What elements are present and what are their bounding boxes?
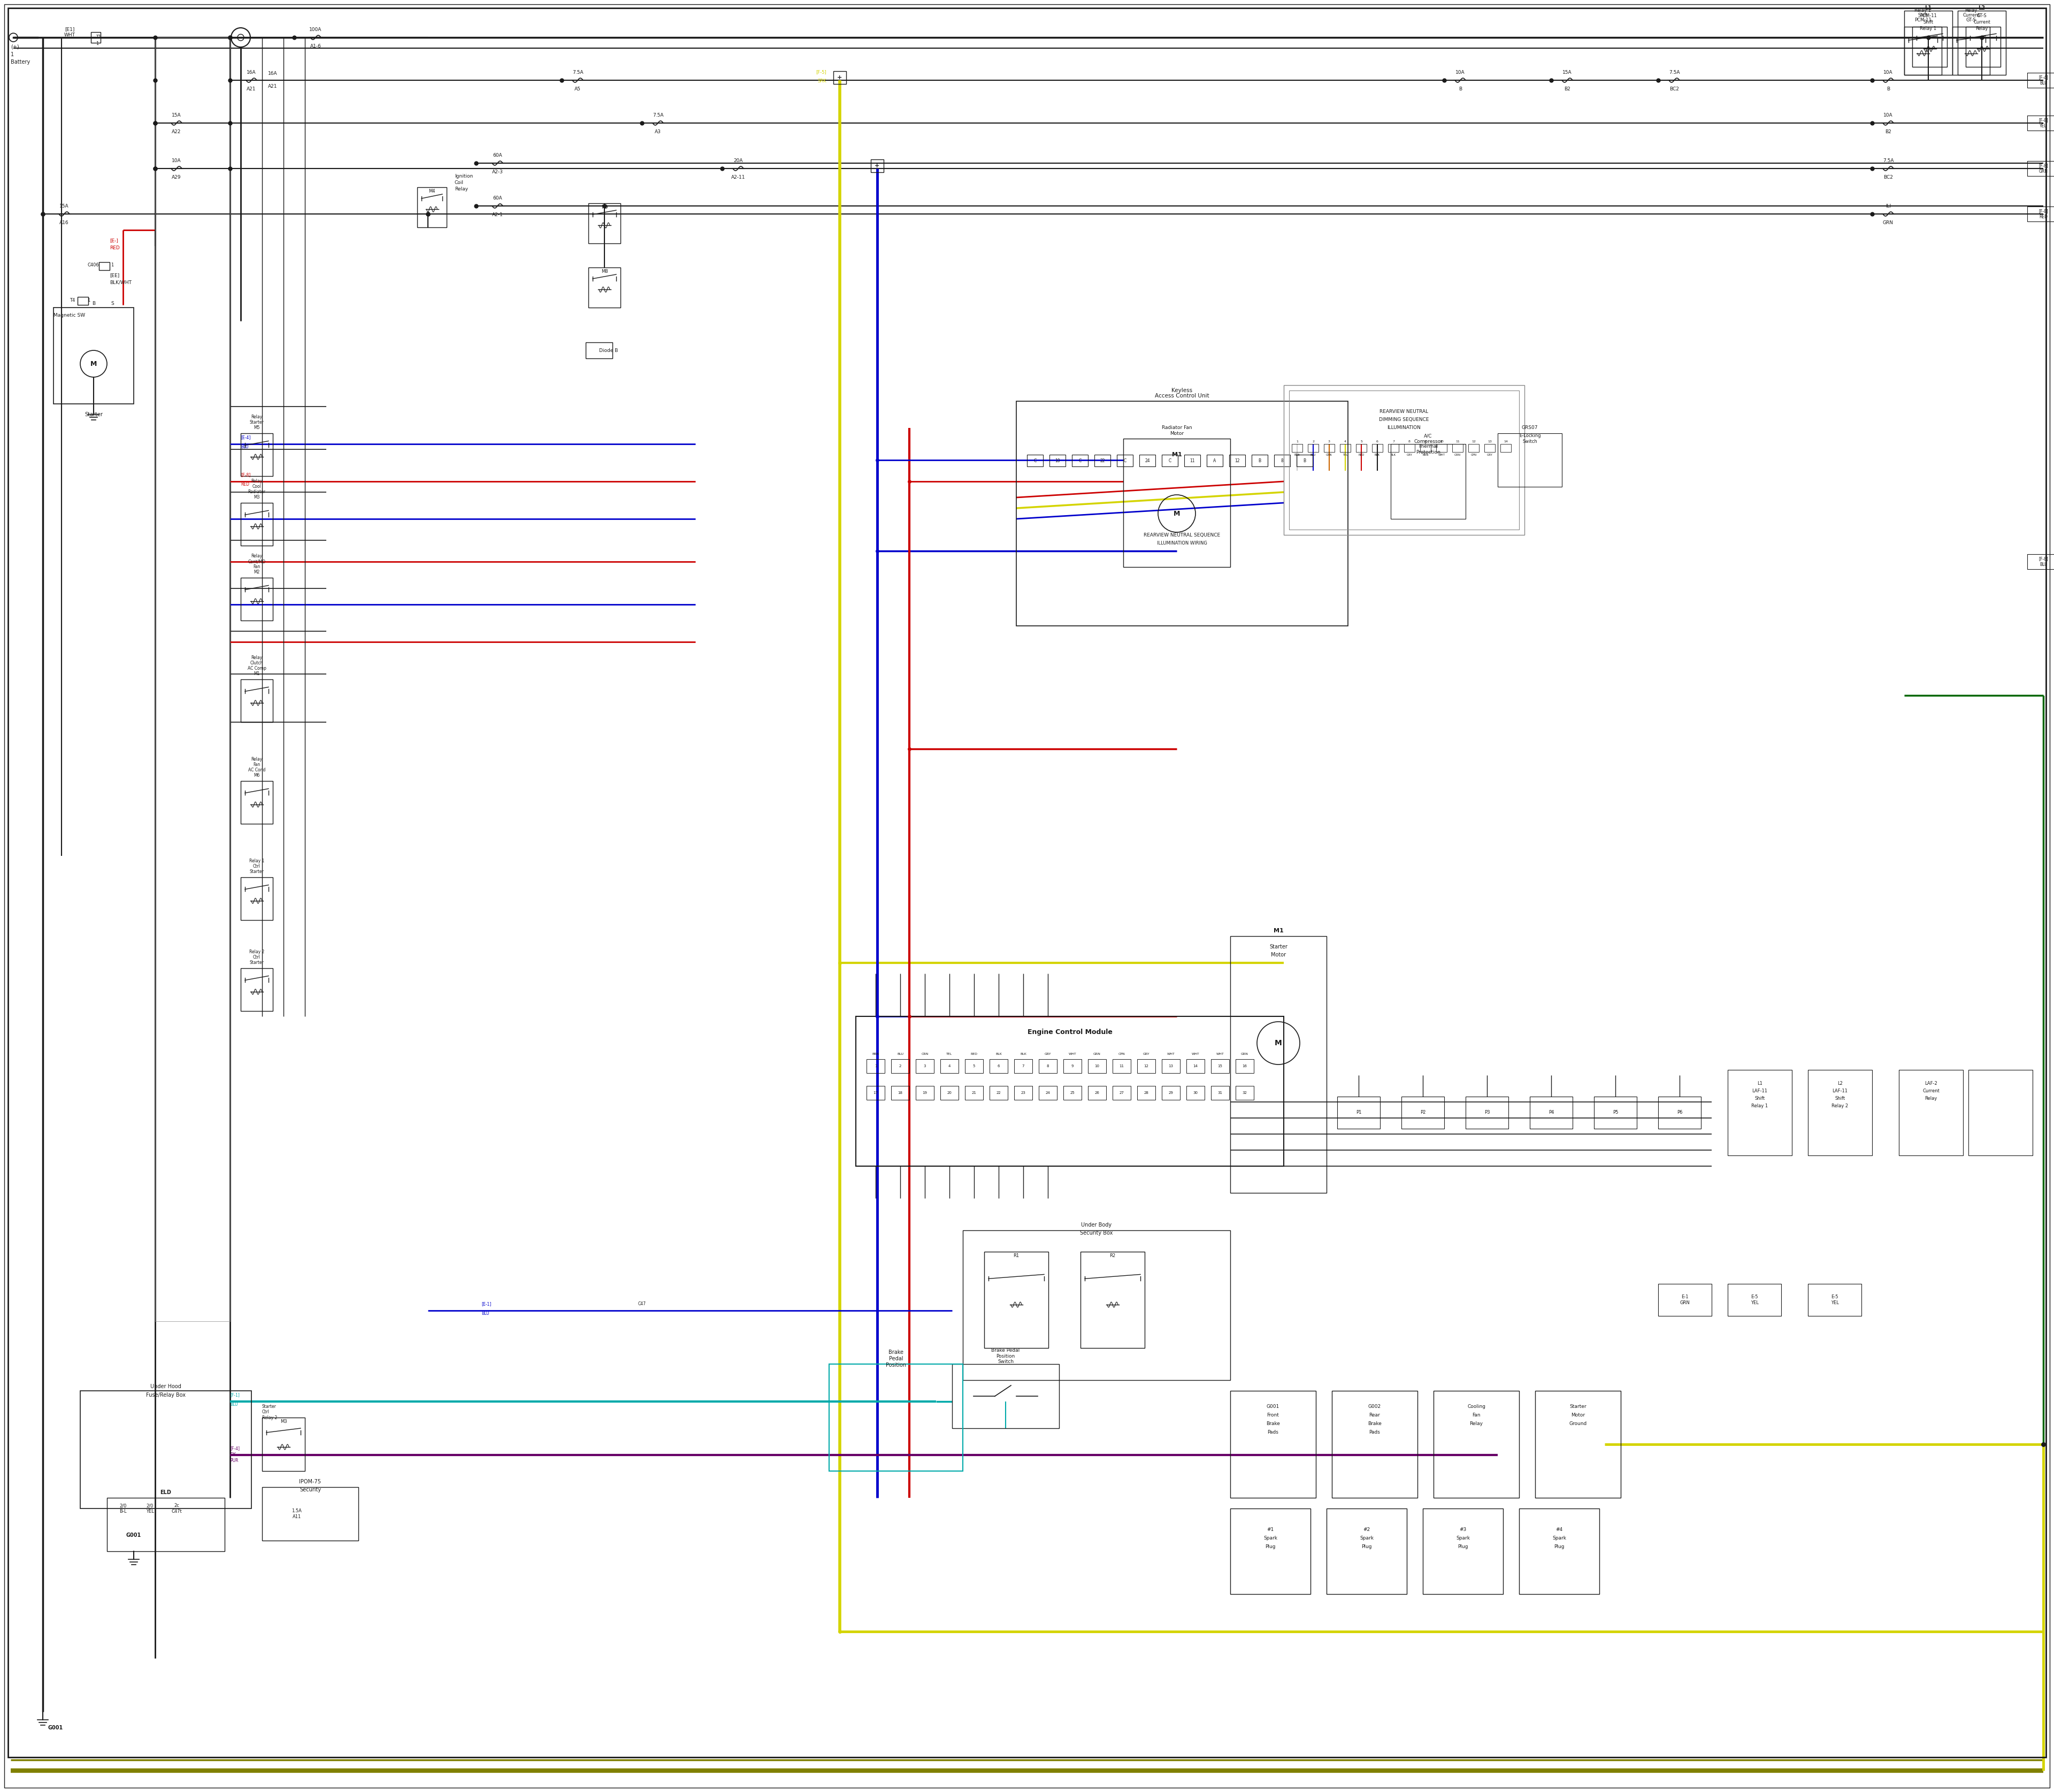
Text: 8: 8 [1409,441,1411,443]
Text: Plug: Plug [1362,1545,1372,1550]
Text: Front: Front [1267,1414,1280,1417]
Text: 24: 24 [1045,1091,1050,1095]
Text: 12: 12 [1471,441,1475,443]
Text: Relay: Relay [251,656,263,661]
Text: Cont/MO: Cont/MO [249,559,265,564]
Text: DIMMING SEQUENCE: DIMMING SEQUENCE [1378,418,1430,423]
Text: 9: 9 [1423,441,1428,443]
Text: 28: 28 [1144,1091,1148,1095]
Text: GT-S: GT-S [1966,18,1976,23]
Bar [240,679,273,722]
Bar [80,1391,251,1509]
Text: [F-8]
GRN: [F-8] GRN [2038,163,2048,174]
Text: GRS07: GRS07 [1522,425,1538,430]
Text: 1: 1 [86,297,90,303]
Text: 6: 6 [1376,441,1378,443]
Text: BRN: BRN [1423,453,1430,455]
Text: 11: 11 [1456,441,1460,443]
Bar [990,1059,1009,1073]
Text: ELD: ELD [160,1489,170,1495]
Bar [1039,1086,1058,1100]
Bar [1237,1086,1253,1100]
Bar [1436,444,1446,452]
Text: T4: T4 [70,297,74,303]
Text: 100A: 100A [310,27,322,32]
Bar [1808,1283,1861,1315]
Text: BLK: BLK [1021,1052,1027,1055]
Text: 31: 31 [1218,1091,1222,1095]
Text: Security: Security [300,1487,320,1493]
Bar [1290,391,1520,530]
Text: 2: 2 [900,1064,902,1068]
Text: RED: RED [1358,453,1364,455]
Text: Shift: Shift [1923,20,1933,25]
Text: [E1]: [E1] [64,27,74,32]
Bar [1898,1070,1964,1156]
Text: B: B [1458,86,1462,91]
Text: 16A: 16A [246,70,257,75]
Text: 60A: 60A [493,152,501,158]
Text: [F-1]: [F-1] [230,1392,240,1398]
Bar [1904,11,1953,75]
Text: 2c
C47t: 2c C47t [170,1503,183,1514]
Bar [965,1059,984,1073]
Text: Relay: Relay [454,186,468,192]
Text: Spark: Spark [1456,1536,1471,1541]
Bar [1727,1283,1781,1315]
Text: 9: 9 [1072,1064,1074,1068]
Bar [891,1086,910,1100]
Text: Spark: Spark [1360,1536,1374,1541]
Bar [90,32,101,43]
Bar [1401,1097,1444,1129]
Text: 10A: 10A [1884,113,1894,118]
Text: Spark: Spark [1553,1536,1565,1541]
Text: E-1
GRN: E-1 GRN [1680,1294,1690,1305]
Text: Relay 2: Relay 2 [1832,1104,1849,1107]
Text: Relay 1: Relay 1 [1920,27,1937,30]
Text: 10A: 10A [1884,70,1894,75]
Text: E-5
YEL: E-5 YEL [1830,1294,1838,1305]
Text: M6: M6 [255,772,259,778]
Text: 22: 22 [1099,459,1105,462]
Text: 11: 11 [1119,1064,1124,1068]
Bar [1485,444,1495,452]
Bar [1080,1253,1144,1348]
Text: T1: T1 [97,36,101,39]
Bar [1017,401,1347,625]
Text: WHT: WHT [64,32,76,38]
Bar [1113,1059,1132,1073]
Bar [941,1086,959,1100]
Bar [1391,444,1467,520]
Text: [F-5]: [F-5] [815,70,826,75]
Bar [1534,1391,1621,1498]
Text: BLK/WHT: BLK/WHT [109,280,131,285]
Text: 1.5A
A11: 1.5A A11 [292,1509,302,1520]
Bar [1658,1283,1711,1315]
Bar [941,1059,959,1073]
Text: Security Box: Security Box [1080,1231,1113,1236]
Text: Diode B: Diode B [600,348,618,353]
Bar [867,1086,885,1100]
Bar [1337,1097,1380,1129]
Bar [1212,1086,1228,1100]
Bar [1405,444,1415,452]
Bar [240,504,273,545]
Bar [1727,1070,1791,1156]
Text: P3: P3 [1485,1111,1489,1115]
Text: Starter: Starter [251,419,263,425]
Bar [1530,1097,1573,1129]
Bar [1296,455,1313,466]
Text: C: C [1078,459,1080,462]
Text: [F-4]: [F-4] [230,1446,240,1452]
Bar [1497,434,1561,487]
Bar [1187,1086,1204,1100]
Text: G001: G001 [1267,1405,1280,1409]
Bar [1520,1509,1600,1595]
Text: DK
PUR: DK PUR [230,1453,238,1462]
Text: Ground: Ground [1569,1421,1588,1426]
Bar [2027,206,2054,222]
Bar [99,262,109,271]
Bar [984,1253,1048,1348]
Bar [1138,1086,1154,1100]
Bar [1015,1059,1033,1073]
